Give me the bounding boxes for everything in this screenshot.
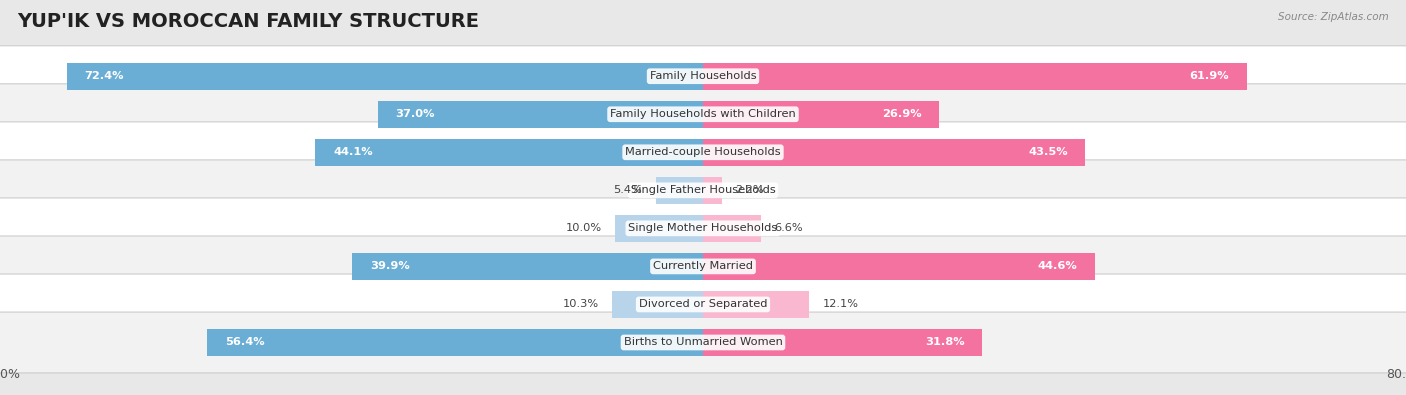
Bar [703, 177, 723, 204]
FancyBboxPatch shape [0, 122, 1406, 183]
Bar [66, 62, 703, 90]
Text: Single Father Households: Single Father Households [631, 185, 775, 196]
FancyBboxPatch shape [0, 198, 1406, 259]
Text: 5.4%: 5.4% [613, 185, 643, 196]
Bar [703, 139, 1085, 166]
Text: 6.6%: 6.6% [775, 223, 803, 233]
Text: 10.0%: 10.0% [565, 223, 602, 233]
FancyBboxPatch shape [0, 236, 1406, 297]
FancyBboxPatch shape [0, 46, 1406, 107]
Bar [315, 139, 703, 166]
Text: 43.5%: 43.5% [1028, 147, 1067, 157]
Text: Currently Married: Currently Married [652, 261, 754, 271]
Bar [703, 291, 810, 318]
Bar [703, 101, 939, 128]
Bar [613, 291, 703, 318]
FancyBboxPatch shape [0, 160, 1406, 221]
Text: 61.9%: 61.9% [1189, 71, 1229, 81]
Text: 2.2%: 2.2% [735, 185, 763, 196]
FancyBboxPatch shape [0, 274, 1406, 335]
Bar [703, 253, 1095, 280]
Text: 37.0%: 37.0% [395, 109, 434, 119]
Text: 44.1%: 44.1% [333, 147, 373, 157]
Text: Family Households: Family Households [650, 71, 756, 81]
Text: 39.9%: 39.9% [370, 261, 409, 271]
Text: Source: ZipAtlas.com: Source: ZipAtlas.com [1278, 12, 1389, 22]
Text: YUP'IK VS MOROCCAN FAMILY STRUCTURE: YUP'IK VS MOROCCAN FAMILY STRUCTURE [17, 12, 479, 31]
Bar [616, 214, 703, 242]
Text: 26.9%: 26.9% [882, 109, 922, 119]
Bar [353, 253, 703, 280]
Text: 12.1%: 12.1% [823, 299, 859, 309]
Text: 72.4%: 72.4% [84, 71, 124, 81]
Bar [703, 329, 983, 356]
Text: Family Households with Children: Family Households with Children [610, 109, 796, 119]
Bar [378, 101, 703, 128]
Text: Married-couple Households: Married-couple Households [626, 147, 780, 157]
Text: Births to Unmarried Women: Births to Unmarried Women [624, 337, 782, 348]
Bar [703, 62, 1247, 90]
Text: 44.6%: 44.6% [1038, 261, 1077, 271]
FancyBboxPatch shape [0, 84, 1406, 145]
Text: Divorced or Separated: Divorced or Separated [638, 299, 768, 309]
Bar [703, 214, 761, 242]
Bar [655, 177, 703, 204]
Text: 31.8%: 31.8% [925, 337, 965, 348]
Bar [208, 329, 703, 356]
Text: 10.3%: 10.3% [564, 299, 599, 309]
Text: 56.4%: 56.4% [225, 337, 264, 348]
Text: Single Mother Households: Single Mother Households [628, 223, 778, 233]
FancyBboxPatch shape [0, 312, 1406, 373]
